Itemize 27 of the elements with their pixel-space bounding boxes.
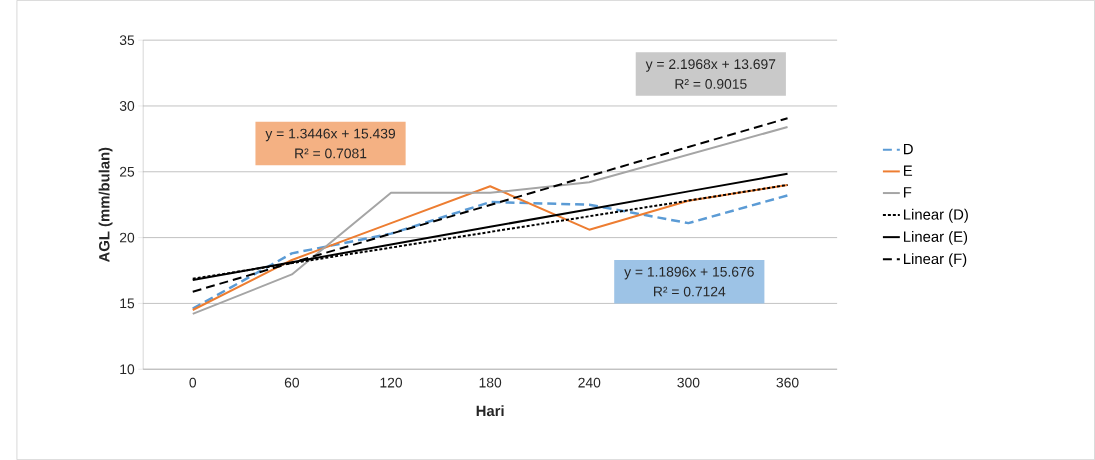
x-tick-label: 0 bbox=[189, 377, 197, 388]
legend-label: E bbox=[904, 165, 913, 176]
annotation: R² = 0.7124 bbox=[654, 286, 726, 297]
annotation: y = 1.1896x + 15.676 bbox=[624, 266, 754, 280]
x-tick-label: 300 bbox=[677, 377, 700, 388]
y-tick-label: 20 bbox=[119, 232, 135, 243]
x-tick-label: 180 bbox=[479, 377, 502, 388]
legend-label: Linear (E) bbox=[904, 230, 968, 245]
x-tick-label: 240 bbox=[578, 377, 601, 388]
y-tick-label: 30 bbox=[119, 101, 135, 111]
x-tick-label: 60 bbox=[284, 377, 300, 388]
annotation: R² = 0.7081 bbox=[295, 148, 367, 159]
y-tick-label: 35 bbox=[119, 35, 135, 46]
legend-label: F bbox=[904, 187, 912, 198]
y-axis-title: AGL (mm/bulan) bbox=[98, 147, 113, 263]
x-axis-title: Hari bbox=[476, 405, 504, 417]
y-tick-label: 25 bbox=[119, 166, 135, 177]
legend-label: Linear (F) bbox=[904, 253, 967, 267]
legend-label: Linear (D) bbox=[904, 208, 968, 223]
x-tick-label: 120 bbox=[380, 377, 403, 388]
annotation: R² = 0.9015 bbox=[675, 78, 747, 89]
annotation: y = 2.1968x + 13.697 bbox=[645, 59, 776, 72]
y-tick-label: 15 bbox=[120, 298, 135, 309]
x-tick-label: 360 bbox=[776, 377, 799, 388]
legend-label: D bbox=[904, 143, 913, 155]
y-tick-label: 10 bbox=[120, 364, 135, 375]
annotation: y = 1.3446x + 15.439 bbox=[265, 128, 396, 142]
